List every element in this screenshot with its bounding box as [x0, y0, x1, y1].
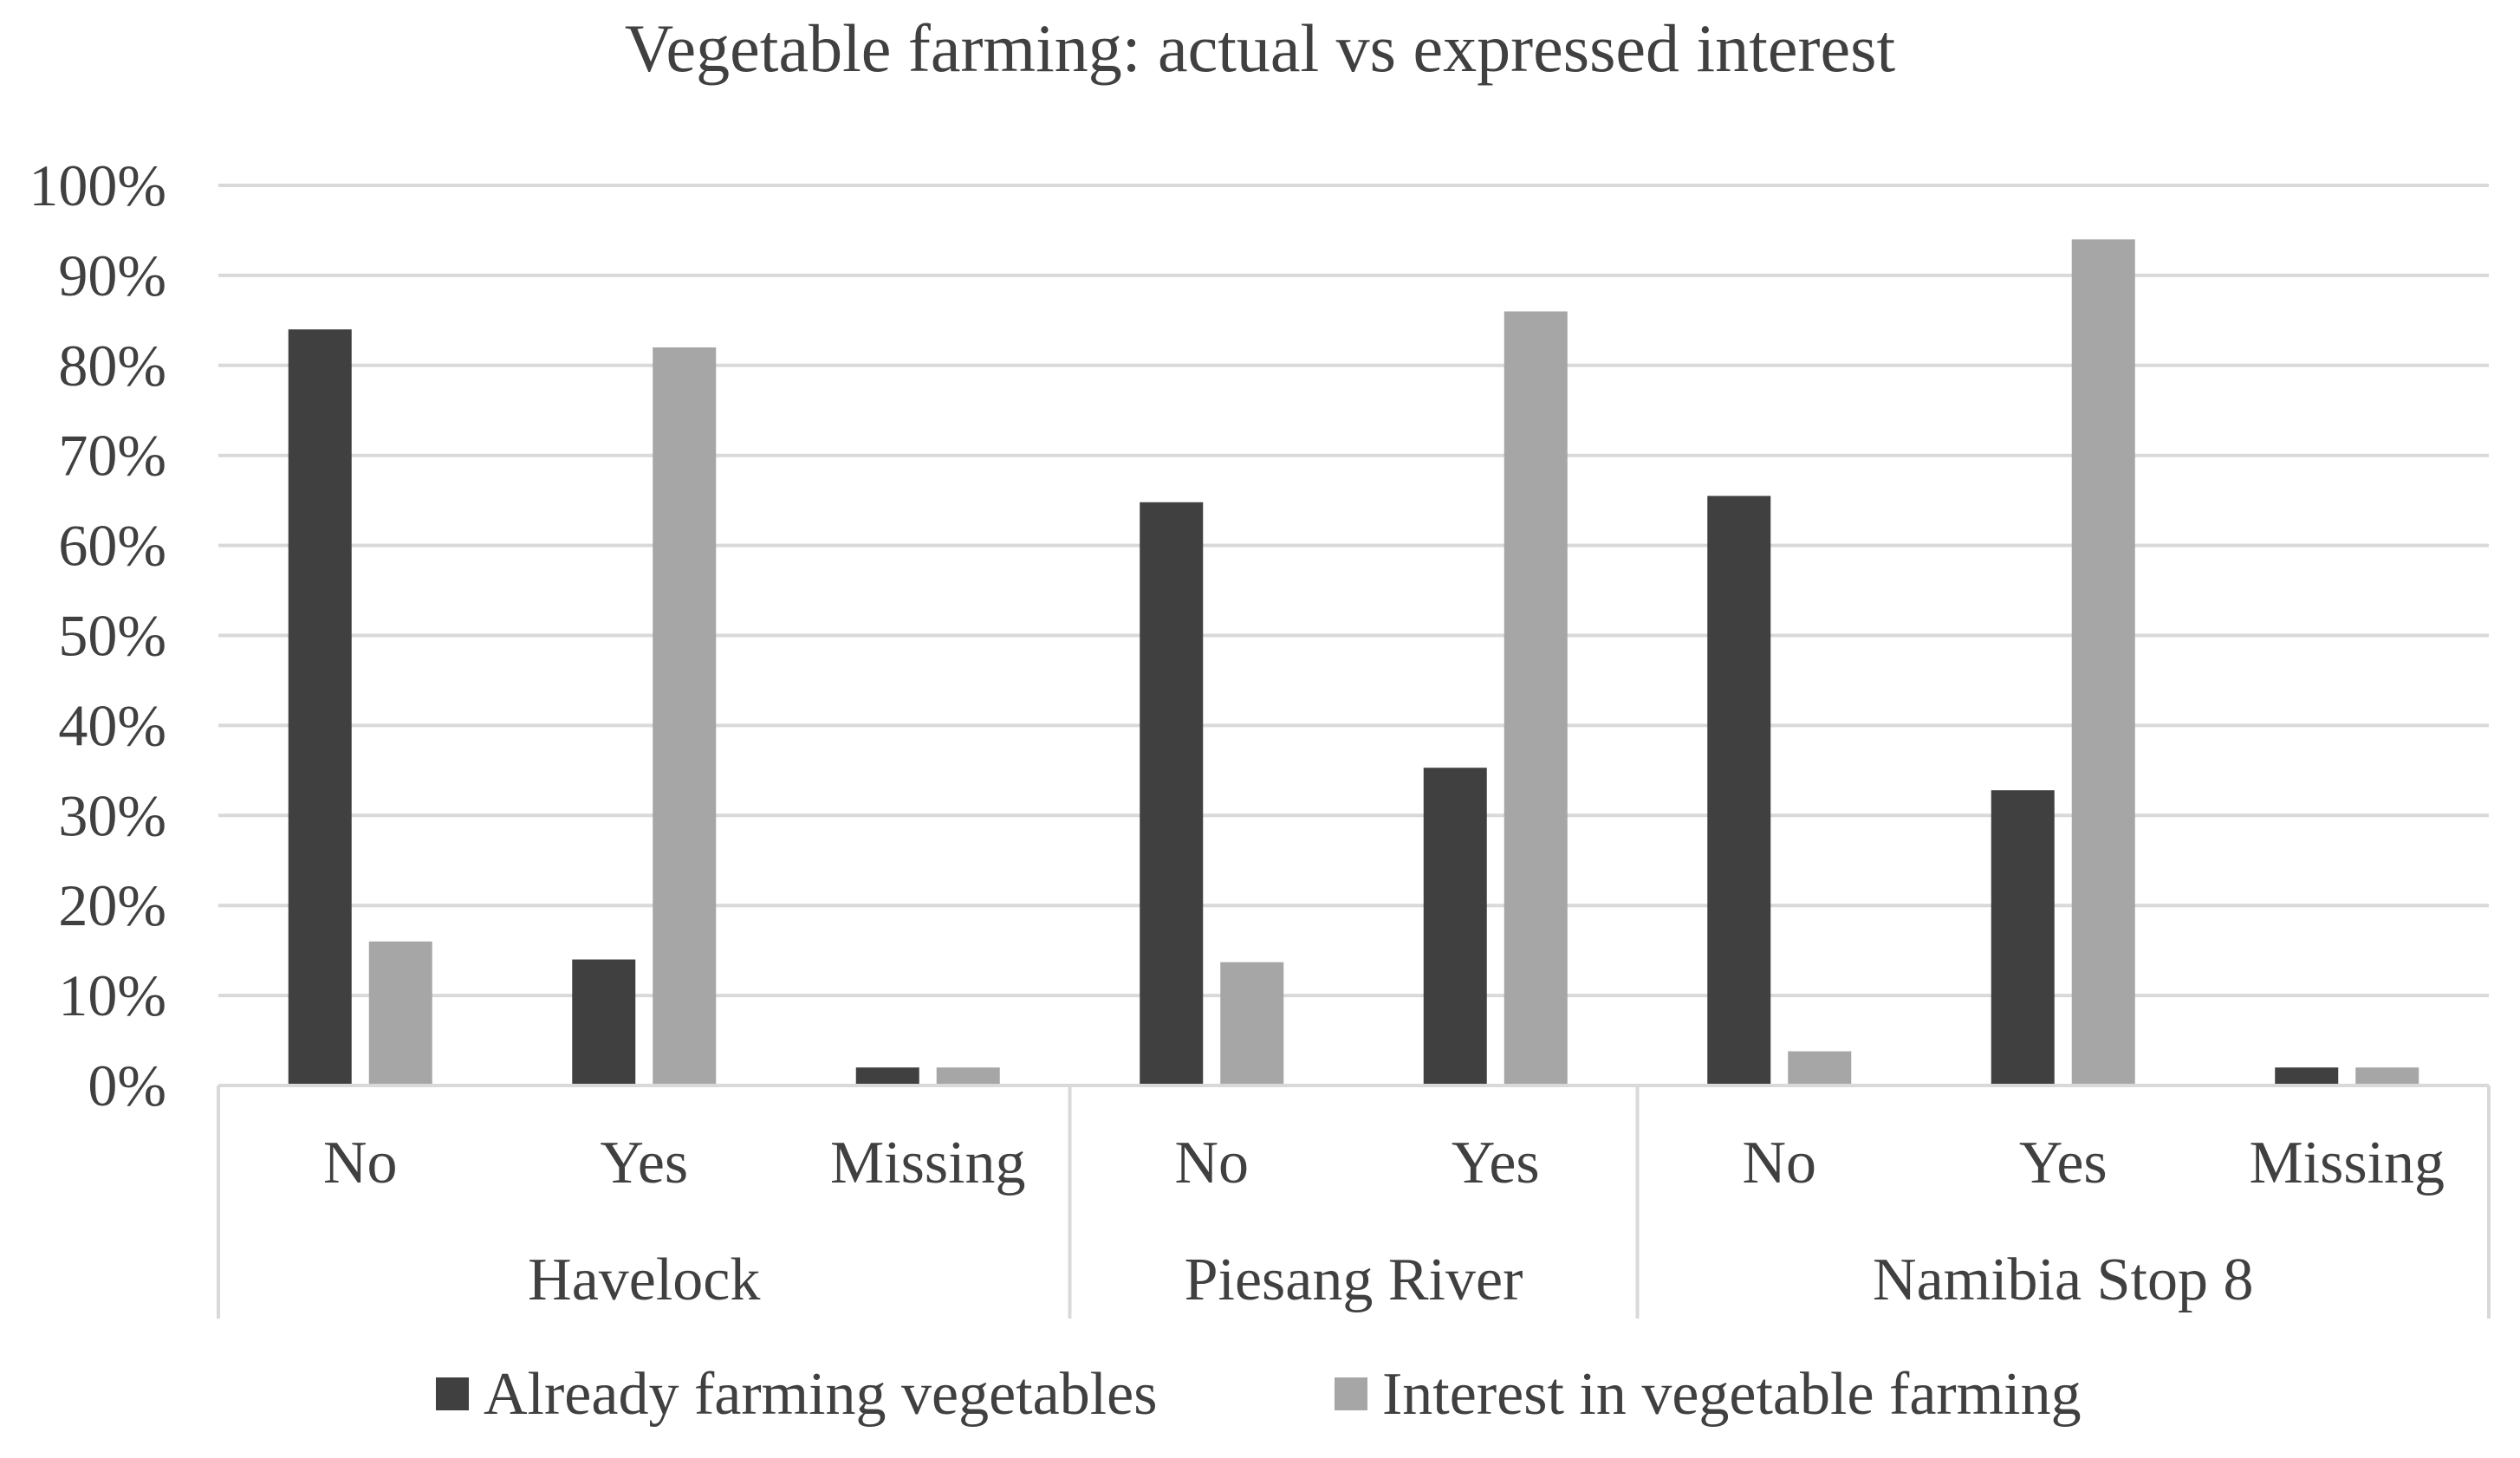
x-category-label: Missing: [830, 1130, 1026, 1196]
bar-already-farming: [1707, 496, 1771, 1085]
bar-already-farming: [2275, 1067, 2339, 1085]
x-axis: No Yes Missing Havelock No Yes Piesang River No…: [217, 1084, 2491, 1319]
legend: Already farming vegetables Interest in ve…: [436, 1361, 2082, 1428]
bars: [288, 239, 2419, 1086]
legend-swatch: [436, 1377, 469, 1410]
bar-interest: [936, 1067, 1000, 1085]
x-category-label: Yes: [2019, 1130, 2108, 1196]
x-group-label: Havelock: [528, 1247, 760, 1313]
bar-interest: [2355, 1067, 2419, 1085]
y-tick-label: 10%: [58, 962, 166, 1028]
y-tick-label: 0%: [88, 1053, 166, 1118]
y-tick-label: 100%: [29, 152, 166, 218]
x-category-label: No: [323, 1130, 398, 1196]
legend-label: Already farming vegetables: [484, 1361, 1157, 1428]
y-tick-label: 40%: [58, 692, 166, 758]
bar-already-farming: [1991, 790, 2055, 1085]
bar-already-farming: [288, 329, 352, 1085]
x-category-label: No: [1174, 1130, 1249, 1196]
chart-title: Vegetable farming: actual vs expressed i…: [625, 10, 1896, 86]
bar-already-farming: [572, 959, 636, 1085]
y-tick-label: 50%: [58, 603, 166, 669]
x-group-label: Piesang River: [1185, 1247, 1523, 1313]
bar-interest: [1788, 1051, 1852, 1085]
legend-label: Interest in vegetable farming: [1382, 1361, 2082, 1428]
bar-interest: [653, 347, 717, 1085]
y-tick-label: 20%: [58, 872, 166, 938]
y-tick-label: 30%: [58, 782, 166, 848]
legend-swatch: [1335, 1377, 1367, 1410]
y-tick-label: 80%: [58, 333, 166, 399]
bar-interest: [1504, 311, 1568, 1086]
x-category-label: Yes: [600, 1130, 688, 1196]
x-category-label: No: [1742, 1130, 1816, 1196]
bar-interest: [2071, 239, 2135, 1086]
bar-interest: [368, 941, 432, 1085]
x-category-label: Yes: [1452, 1130, 1540, 1196]
x-category-label: Missing: [2249, 1130, 2445, 1196]
y-axis-tick-labels: 0% 10% 20% 30% 40% 50% 60% 70% 80% 90% 100%: [29, 152, 166, 1118]
y-tick-label: 70%: [58, 423, 166, 489]
x-group-label: Namibia Stop 8: [1873, 1247, 2253, 1313]
y-tick-label: 60%: [58, 513, 166, 579]
bar-already-farming: [1140, 502, 1204, 1085]
y-tick-label: 90%: [58, 243, 166, 308]
gridlines: [218, 184, 2489, 998]
bar-interest: [1220, 962, 1284, 1085]
bar-already-farming: [855, 1067, 919, 1085]
bar-already-farming: [1423, 768, 1487, 1085]
